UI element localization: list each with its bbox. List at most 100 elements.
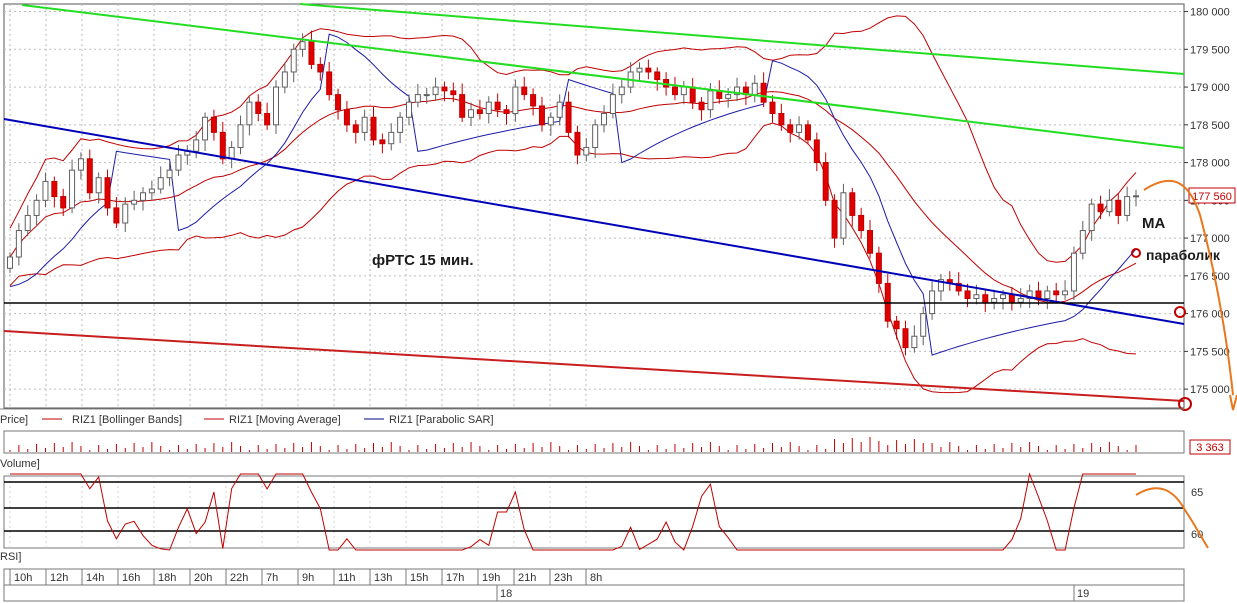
time-tick-label: 11h [338, 572, 356, 584]
candle-body [512, 86, 519, 114]
price-tick-label: 178 000 [1190, 158, 1230, 170]
candle-body [725, 94, 732, 99]
candle-body [831, 199, 838, 239]
current-price-label: 177 560 [1192, 191, 1232, 203]
candle-body [113, 207, 120, 224]
candle-body [33, 199, 40, 216]
candle-body [680, 86, 687, 96]
current-price-box [1188, 187, 1236, 204]
candle-body [1044, 290, 1051, 300]
candle-body [42, 180, 49, 201]
forecast-arrow-rsi [1135, 487, 1209, 549]
blue-trendline [3, 118, 1185, 325]
ma-note: MA [1142, 215, 1165, 232]
price-panel: 180 000 179 500 179 000 178 500 178 000 177 5… [3, 3, 1237, 411]
candle-body [352, 124, 359, 133]
candle-body [210, 116, 217, 133]
candle-body [432, 86, 439, 96]
price-tick-label: 179 500 [1190, 44, 1230, 56]
candle-body [1026, 290, 1033, 300]
candle-body [468, 109, 475, 118]
candle-body [804, 124, 811, 141]
rsi-panel: 65 60 RSI] [0, 472, 1209, 563]
candle-body [592, 124, 599, 148]
candle-body [538, 105, 545, 126]
candle-body [849, 192, 856, 216]
candle-body [911, 335, 918, 349]
price-tick-label: 176 000 [1190, 309, 1230, 321]
candle-body [955, 282, 962, 292]
support-marker [1174, 306, 1186, 318]
time-tick-label: 12h [50, 572, 68, 584]
candle-body [202, 116, 209, 141]
candle-body [920, 313, 927, 337]
candle-body [574, 131, 581, 156]
candle-body [601, 112, 608, 126]
time-tick-label: 21h [518, 572, 536, 584]
candle-body [787, 124, 794, 133]
candle-body [388, 131, 395, 145]
candle-body [698, 101, 705, 111]
price-tick-label: 178 500 [1190, 120, 1230, 132]
candle-body [405, 101, 412, 118]
rsi-label: RSI] [0, 551, 21, 563]
parabolic-sar-line [9, 33, 1137, 356]
candle-body [95, 177, 102, 194]
candle-body [272, 86, 279, 126]
candle-body [326, 71, 333, 96]
candle-body [379, 139, 386, 145]
candle-body [769, 101, 776, 114]
candle-body [760, 82, 767, 103]
channel-marker [1178, 397, 1192, 411]
candle-body [902, 328, 909, 349]
price-tick-label: 176 500 [1190, 271, 1230, 283]
time-tick-label: 8h [590, 572, 602, 584]
time-tick-label: 7h [266, 572, 278, 584]
price-tick-label: 180 000 [1190, 7, 1230, 19]
date-label-19: 19 [1077, 588, 1089, 600]
candle-body [86, 158, 93, 194]
candle-body [840, 192, 847, 239]
bollinger-lower-line [9, 122, 1137, 394]
candle-body [104, 177, 111, 209]
candle-body [1008, 294, 1015, 303]
candle-body [1035, 290, 1042, 300]
legend-ma: RIZ1 [Moving Average] [229, 414, 341, 426]
legend-bollinger: RIZ1 [Bollinger Bands] [72, 414, 182, 426]
time-tick-label: 17h [446, 572, 464, 584]
candle-body [122, 203, 129, 224]
candle-body [228, 146, 235, 160]
trendlines [3, 3, 1185, 402]
bollinger-upper-line [9, 15, 1137, 263]
candle-body [255, 101, 262, 114]
candle-body [148, 188, 155, 194]
candle-body [875, 252, 882, 284]
time-tick-label: 14h [86, 572, 104, 584]
candle-body [937, 279, 944, 292]
price-tick-label: 177 000 [1190, 233, 1230, 245]
candle-body [734, 86, 741, 96]
candle-body [1070, 252, 1077, 292]
candle-body [867, 230, 874, 254]
rsi-line [10, 472, 1136, 551]
candle-body [521, 86, 528, 96]
time-tick-label: 16h [122, 572, 140, 584]
candle-body [1124, 196, 1131, 216]
candle-body [485, 101, 492, 114]
time-tick-label: 22h [230, 572, 248, 584]
time-axis: 18 19 10h 12h 14h 16h 18h 20h 22h 7h 9h 11h 13h 15h… [3, 568, 1185, 602]
candle-body [982, 294, 989, 303]
volume-value-box [1189, 439, 1231, 455]
candle-body [264, 112, 271, 126]
candle-body [858, 214, 865, 232]
volume-plot-frame [3, 430, 1185, 454]
candle-body [175, 154, 182, 171]
candle-body [476, 109, 483, 114]
candle-body [813, 139, 820, 164]
legend-price: Price] [0, 414, 28, 426]
time-tick-label: 19h [482, 572, 500, 584]
candle-body [7, 256, 13, 269]
candle-body [193, 139, 200, 152]
candle-body [343, 109, 350, 126]
candle-body [751, 82, 758, 96]
